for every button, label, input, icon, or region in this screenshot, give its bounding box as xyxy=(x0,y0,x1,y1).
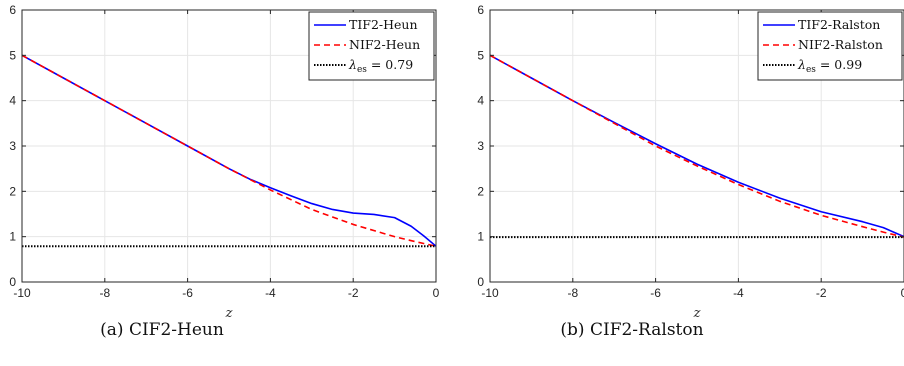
y-tick-label: 1 xyxy=(9,230,16,244)
y-tick-label: 4 xyxy=(477,94,484,108)
y-tick-label: 3 xyxy=(9,139,16,153)
legend-label-1: TIF2-Ralston xyxy=(798,17,880,32)
y-tick-label: 5 xyxy=(477,48,484,62)
series-line-1 xyxy=(489,54,904,238)
x-tick-label: 0 xyxy=(901,286,904,300)
x-tick-label: 0 xyxy=(433,286,440,300)
x-tick-label: -2 xyxy=(816,286,827,300)
y-tick-label: 4 xyxy=(9,94,16,108)
y-tick-label: 6 xyxy=(477,3,484,17)
subfigure-caption: (a) CIF2-Heun xyxy=(100,320,224,340)
y-tick-label: 0 xyxy=(477,275,484,289)
x-tick-label: -8 xyxy=(99,286,110,300)
legend-label-threshold: λes = 0.79 xyxy=(348,57,413,75)
x-tick-label: -6 xyxy=(182,286,193,300)
subfigure-caption: (b) CIF2-Ralston xyxy=(560,320,703,340)
chart-panel-1: -10 -8 -6 -4 -2 0 0 1 2 3 4 5 6 z TIF2-Heun NIF2-Heun λe… xyxy=(9,3,439,340)
y-tick-label: 6 xyxy=(9,3,16,17)
y-tick-label: 2 xyxy=(9,184,16,198)
x-tick-label: -10 xyxy=(481,286,499,300)
x-axis-label: z xyxy=(225,306,233,321)
legend-label-2: NIF2-Heun xyxy=(349,37,420,52)
x-tick-label: -10 xyxy=(13,286,31,300)
legend-box xyxy=(757,11,903,81)
legend-label-2: NIF2-Ralston xyxy=(798,37,883,52)
x-tick-label: -8 xyxy=(567,286,578,300)
y-tick-label: 3 xyxy=(477,139,484,153)
y-tick-label: 0 xyxy=(9,275,16,289)
legend-label-threshold: λes = 0.99 xyxy=(797,57,862,75)
legend-label-1: TIF2-Heun xyxy=(349,17,418,32)
x-tick-label: -4 xyxy=(265,286,276,300)
x-tick-label: -4 xyxy=(733,286,744,300)
chart-panel-2: -10 -8 -6 -4 -2 0 0 1 2 3 4 5 6 z TIF2-Ralston NIF2-Ral… xyxy=(477,3,904,340)
series-line-2 xyxy=(489,54,904,238)
y-tick-label: 1 xyxy=(477,230,484,244)
legend-box xyxy=(308,11,435,81)
y-tick-label: 5 xyxy=(9,48,16,62)
x-axis-label: z xyxy=(693,306,701,321)
x-tick-label: -2 xyxy=(348,286,359,300)
x-tick-label: -6 xyxy=(650,286,661,300)
y-tick-label: 2 xyxy=(477,184,484,198)
